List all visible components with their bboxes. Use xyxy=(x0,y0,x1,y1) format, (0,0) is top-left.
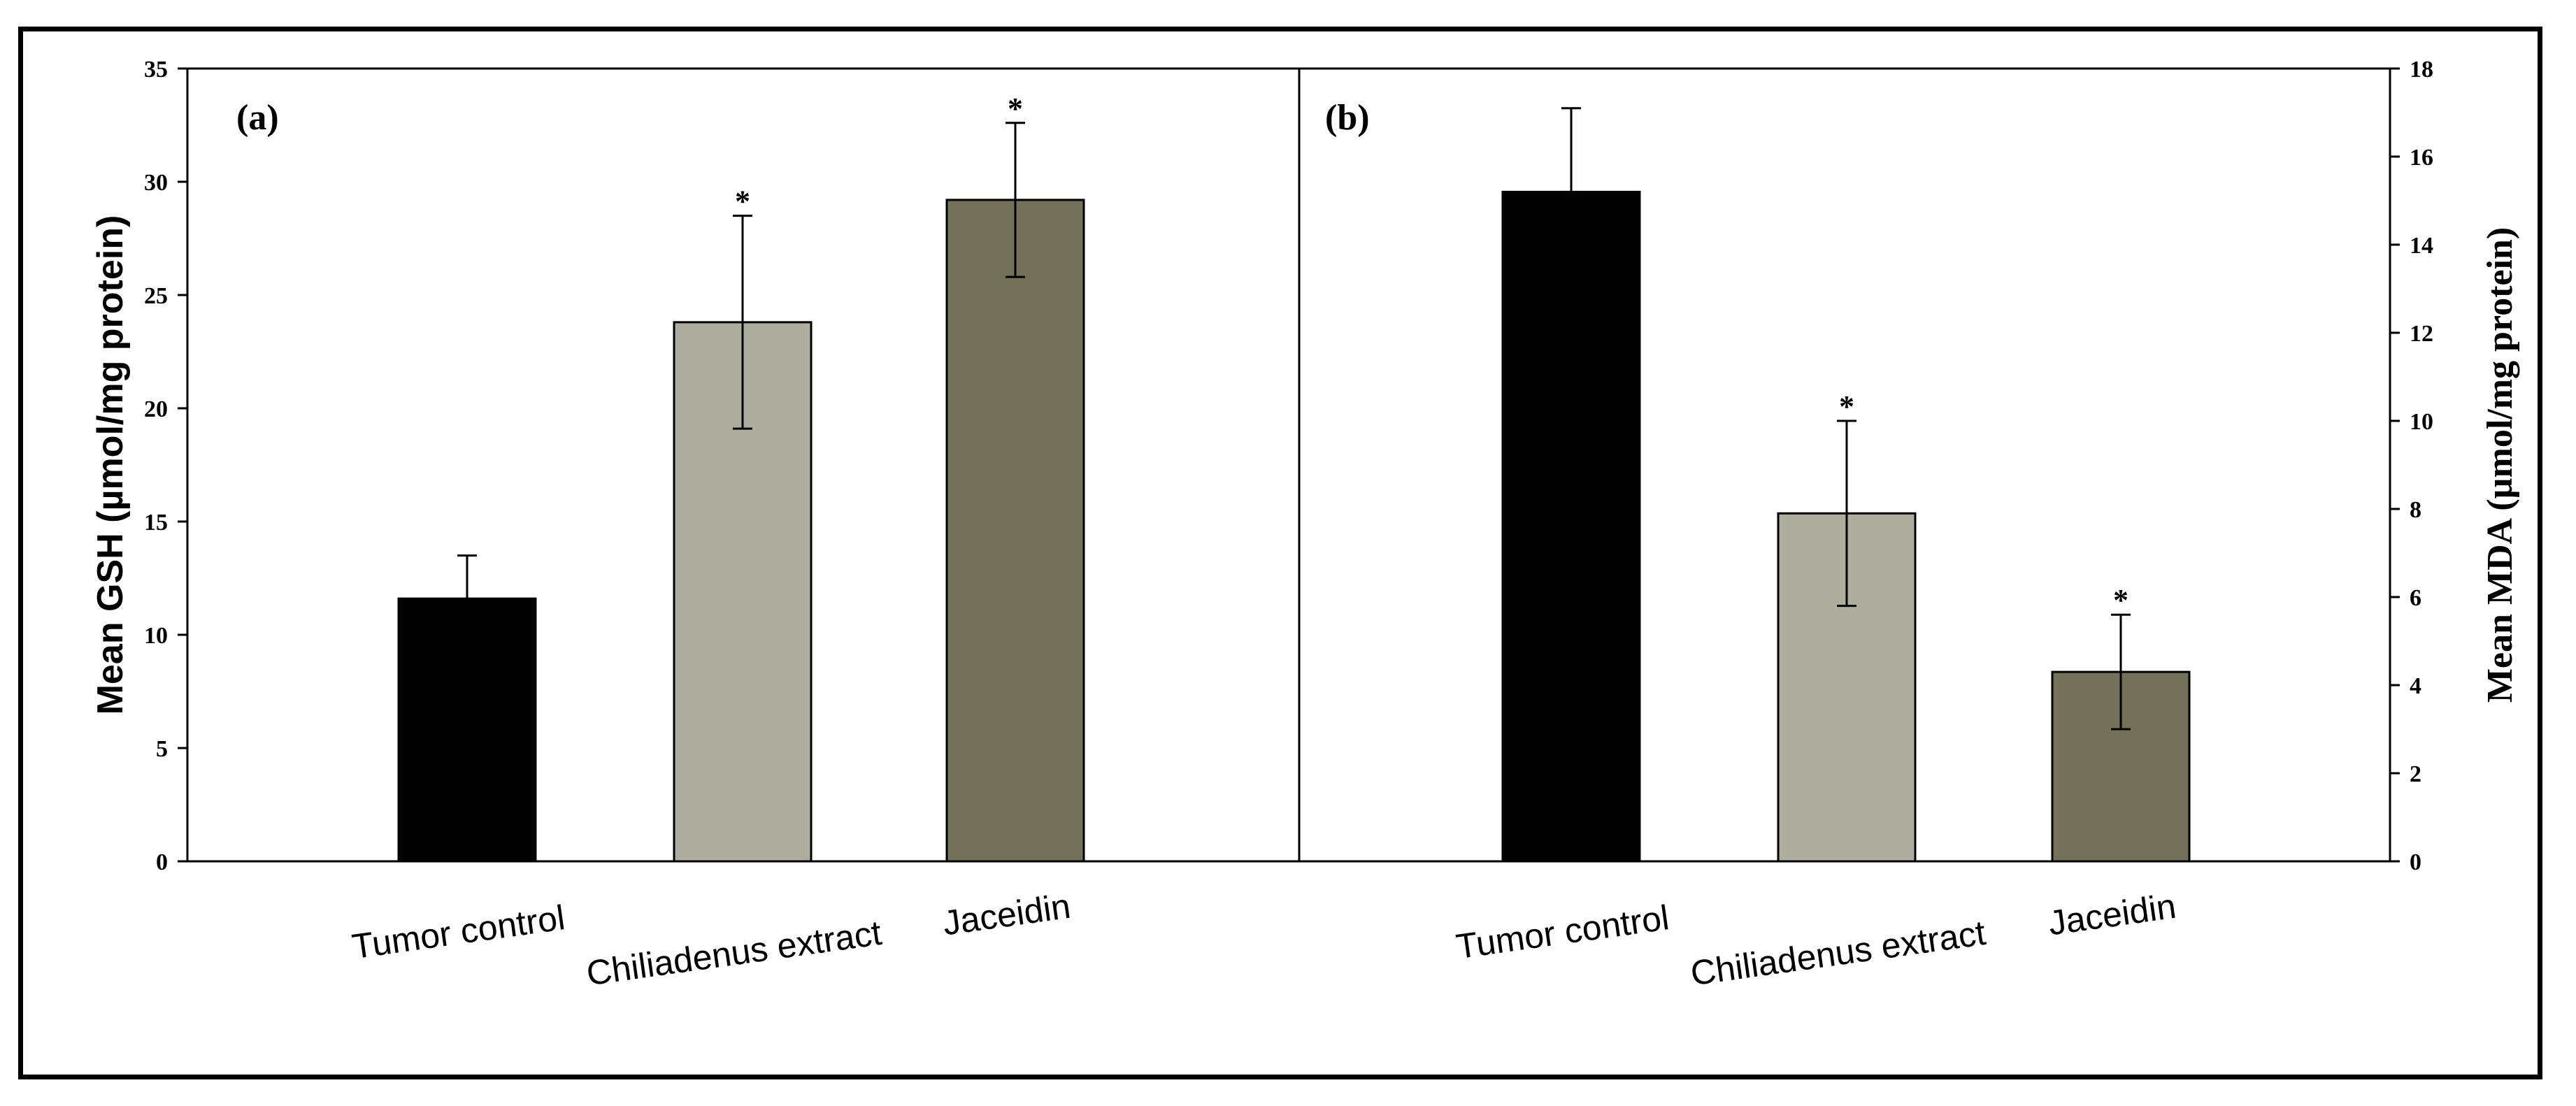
y-tick-label: 15 xyxy=(144,510,168,536)
y-axis-title: Mean MDA (µmol/mg protein) xyxy=(2480,227,2520,703)
figure-frame xyxy=(18,27,2542,1079)
significance-marker: * xyxy=(1008,92,1023,126)
y-tick-label: 10 xyxy=(144,623,168,649)
y-tick-label: 16 xyxy=(2410,145,2433,171)
category-label: Chiliadenus extract xyxy=(584,913,884,993)
y-tick-label: 0 xyxy=(2410,849,2421,875)
y-tick-label: 0 xyxy=(156,849,168,875)
y-axis-title: Mean GSH (µmol/mg protein) xyxy=(90,215,131,715)
y-tick-label: 10 xyxy=(2410,409,2433,435)
panel-label: (b) xyxy=(1325,98,1370,138)
y-tick-label: 5 xyxy=(156,736,168,762)
y-tick-label: 8 xyxy=(2410,497,2421,523)
y-tick-label: 30 xyxy=(144,170,168,196)
y-tick-label: 4 xyxy=(2410,673,2421,699)
category-label: Jaceidin xyxy=(2046,886,2178,943)
y-tick-label: 12 xyxy=(2410,321,2433,347)
panel-label: (a) xyxy=(236,98,279,138)
significance-marker: * xyxy=(1839,389,1854,424)
category-label: Chiliadenus extract xyxy=(1688,913,1988,993)
significance-marker: * xyxy=(735,185,750,219)
category-label: Tumor control xyxy=(350,898,567,966)
y-tick-label: 35 xyxy=(144,57,168,82)
category-label: Jaceidin xyxy=(940,886,1073,943)
y-tick-label: 6 xyxy=(2410,585,2421,611)
y-tick-label: 14 xyxy=(2410,233,2433,259)
y-tick-label: 18 xyxy=(2410,57,2433,82)
bar xyxy=(1501,190,1641,863)
category-label: Tumor control xyxy=(1454,898,1671,966)
y-tick-label: 2 xyxy=(2410,761,2421,787)
bar xyxy=(945,199,1085,863)
y-tick-label: 20 xyxy=(144,396,168,422)
y-tick-label: 25 xyxy=(144,283,168,309)
significance-marker: * xyxy=(2113,583,2128,617)
